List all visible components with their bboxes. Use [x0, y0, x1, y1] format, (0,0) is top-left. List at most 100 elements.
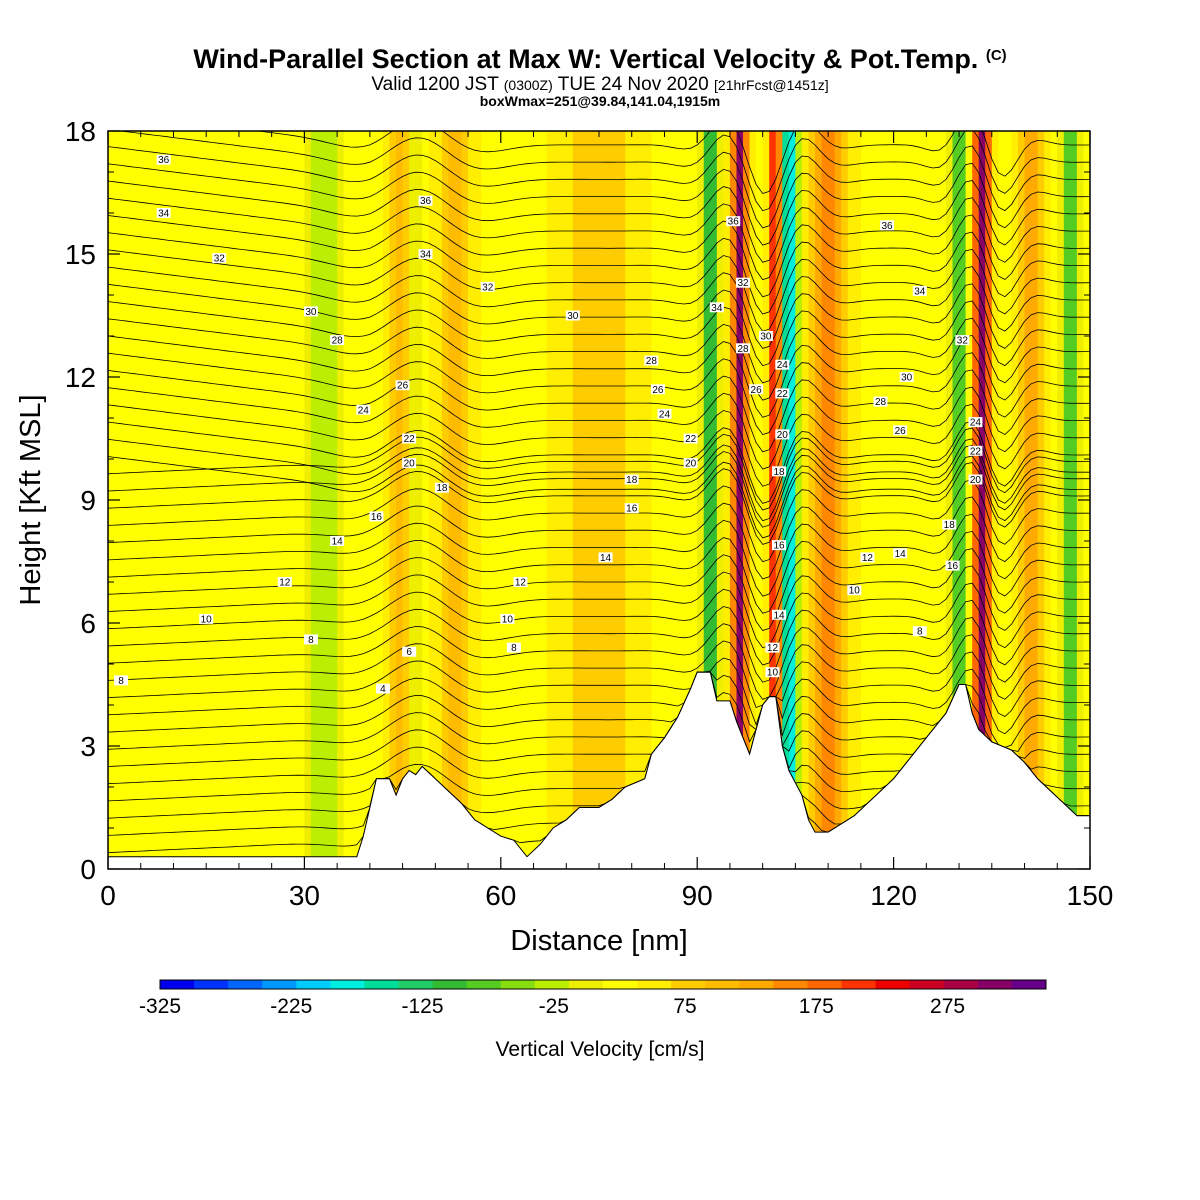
colorbar-swatch: [943, 980, 979, 989]
forecast-info: [21hrFcst@1451z]: [714, 77, 829, 93]
contour-label: 26: [893, 425, 908, 437]
svg-text:32: 32: [482, 282, 494, 293]
svg-text:24: 24: [659, 409, 671, 420]
colorbar-tick-label: -325: [139, 995, 181, 1018]
svg-text:36: 36: [728, 217, 740, 228]
contour-label: 12: [765, 642, 780, 654]
contour-label: 26: [395, 380, 410, 392]
contour-label: 34: [709, 302, 724, 314]
valid-time: Valid 1200 JST: [371, 74, 499, 95]
x-axis-label: Distance [nm]: [510, 925, 687, 957]
svg-text:20: 20: [685, 459, 697, 470]
colorbar-swatch: [296, 980, 331, 989]
contour-label: 24: [968, 417, 983, 429]
colorbar-label: Vertical Velocity [cm/s]: [495, 1038, 705, 1061]
colorbar-swatch: [739, 980, 774, 989]
x-tick-label: 120: [870, 880, 917, 911]
y-tick-label: 9: [80, 485, 96, 516]
svg-text:18: 18: [626, 475, 638, 486]
contour-label: 36: [726, 216, 741, 228]
svg-text:20: 20: [970, 475, 982, 486]
svg-text:10: 10: [849, 586, 861, 597]
contour-label: 34: [156, 208, 171, 220]
contour-label: 26: [749, 384, 764, 396]
colorbar-tick-label: -225: [270, 995, 312, 1018]
contour-label: 6: [402, 646, 417, 658]
svg-text:14: 14: [895, 549, 907, 560]
svg-text:4: 4: [380, 684, 386, 695]
colorbar-swatch: [194, 980, 229, 989]
contour-label: 34: [912, 285, 927, 297]
colorbar-swatch: [364, 980, 400, 989]
contour-label: 30: [899, 372, 914, 384]
chart-title-text: Wind-Parallel Section at Max W: Vertical…: [193, 44, 979, 74]
svg-text:12: 12: [767, 643, 779, 654]
contour-label: 12: [513, 577, 528, 589]
svg-text:22: 22: [777, 389, 789, 400]
colorbar-swatch: [330, 980, 365, 989]
colorbar-swatch: [500, 980, 536, 989]
contour-label: 10: [847, 585, 862, 597]
y-axis-label: Height [Kft MSL]: [15, 394, 47, 605]
contour-labels: 36 34 32 30 28 24 26 22 20 18 16 14 12 10 8 8 6 4 36 34 32 30…: [114, 154, 983, 695]
contour-label: 28: [644, 355, 659, 367]
contour-label: 4: [375, 683, 390, 695]
svg-text:12: 12: [862, 553, 874, 564]
svg-text:16: 16: [626, 504, 638, 515]
contour-label: 10: [765, 667, 780, 679]
chart-title: Wind-Parallel Section at Max W: Vertical…: [0, 44, 1200, 75]
svg-text:24: 24: [777, 360, 789, 371]
svg-text:12: 12: [515, 578, 527, 589]
contour-label: 18: [434, 482, 449, 494]
colorbar-swatch: [773, 980, 808, 989]
svg-text:34: 34: [420, 250, 432, 261]
contour-label: 24: [657, 408, 672, 420]
svg-text:32: 32: [957, 336, 969, 347]
contour-label: 8: [303, 634, 318, 646]
y-tick-label: 18: [65, 116, 96, 147]
valid-date: TUE 24 Nov 2020: [557, 74, 709, 95]
plot-area: 36 34 32 30 28 24 26 22 20 18 16 14 12 10 8 8 6 4 36 34 32 30…: [108, 131, 1090, 869]
contour-label: 16: [369, 511, 384, 523]
colorbar-swatch: [909, 980, 945, 989]
contour-label: 14: [598, 552, 613, 564]
svg-text:16: 16: [773, 541, 785, 552]
contour-label: 28: [330, 335, 345, 347]
colorbar-swatch: [875, 980, 911, 989]
contour-label: 24: [775, 359, 790, 371]
contour-label: 36: [156, 154, 171, 166]
colorbar-swatch: [807, 980, 843, 989]
svg-text:14: 14: [773, 610, 785, 621]
contour-label: 32: [955, 335, 970, 347]
valid-time-utc: (0300Z): [503, 77, 553, 93]
svg-text:8: 8: [118, 676, 124, 687]
colorbar-swatch: [671, 980, 706, 989]
terrain-profile: [108, 671, 1090, 869]
contour-label: 20: [775, 429, 790, 441]
svg-text:30: 30: [760, 332, 772, 343]
svg-text:6: 6: [406, 647, 412, 658]
colorbar-tick-label: 75: [673, 995, 696, 1018]
colorbar-swatch: [160, 980, 195, 989]
svg-text:30: 30: [901, 373, 913, 384]
colorbar-swatch: [1011, 980, 1047, 989]
svg-text:32: 32: [737, 278, 749, 289]
contour-label: 36: [418, 195, 433, 207]
colorbar-tick-label: 275: [930, 995, 965, 1018]
svg-text:34: 34: [711, 303, 723, 314]
svg-text:8: 8: [917, 627, 923, 638]
svg-text:24: 24: [358, 405, 370, 416]
contour-label: 30: [565, 310, 580, 322]
x-tick-label: 60: [485, 880, 516, 911]
svg-text:14: 14: [600, 553, 612, 564]
colorbar-swatch: [841, 980, 877, 989]
colorbar-swatch: [398, 980, 434, 989]
contour-label: 18: [772, 466, 787, 478]
contour-label: 12: [277, 577, 292, 589]
svg-text:20: 20: [404, 459, 416, 470]
contour-label: 22: [968, 445, 983, 457]
contour-label: 16: [624, 503, 639, 515]
svg-text:16: 16: [947, 561, 959, 572]
